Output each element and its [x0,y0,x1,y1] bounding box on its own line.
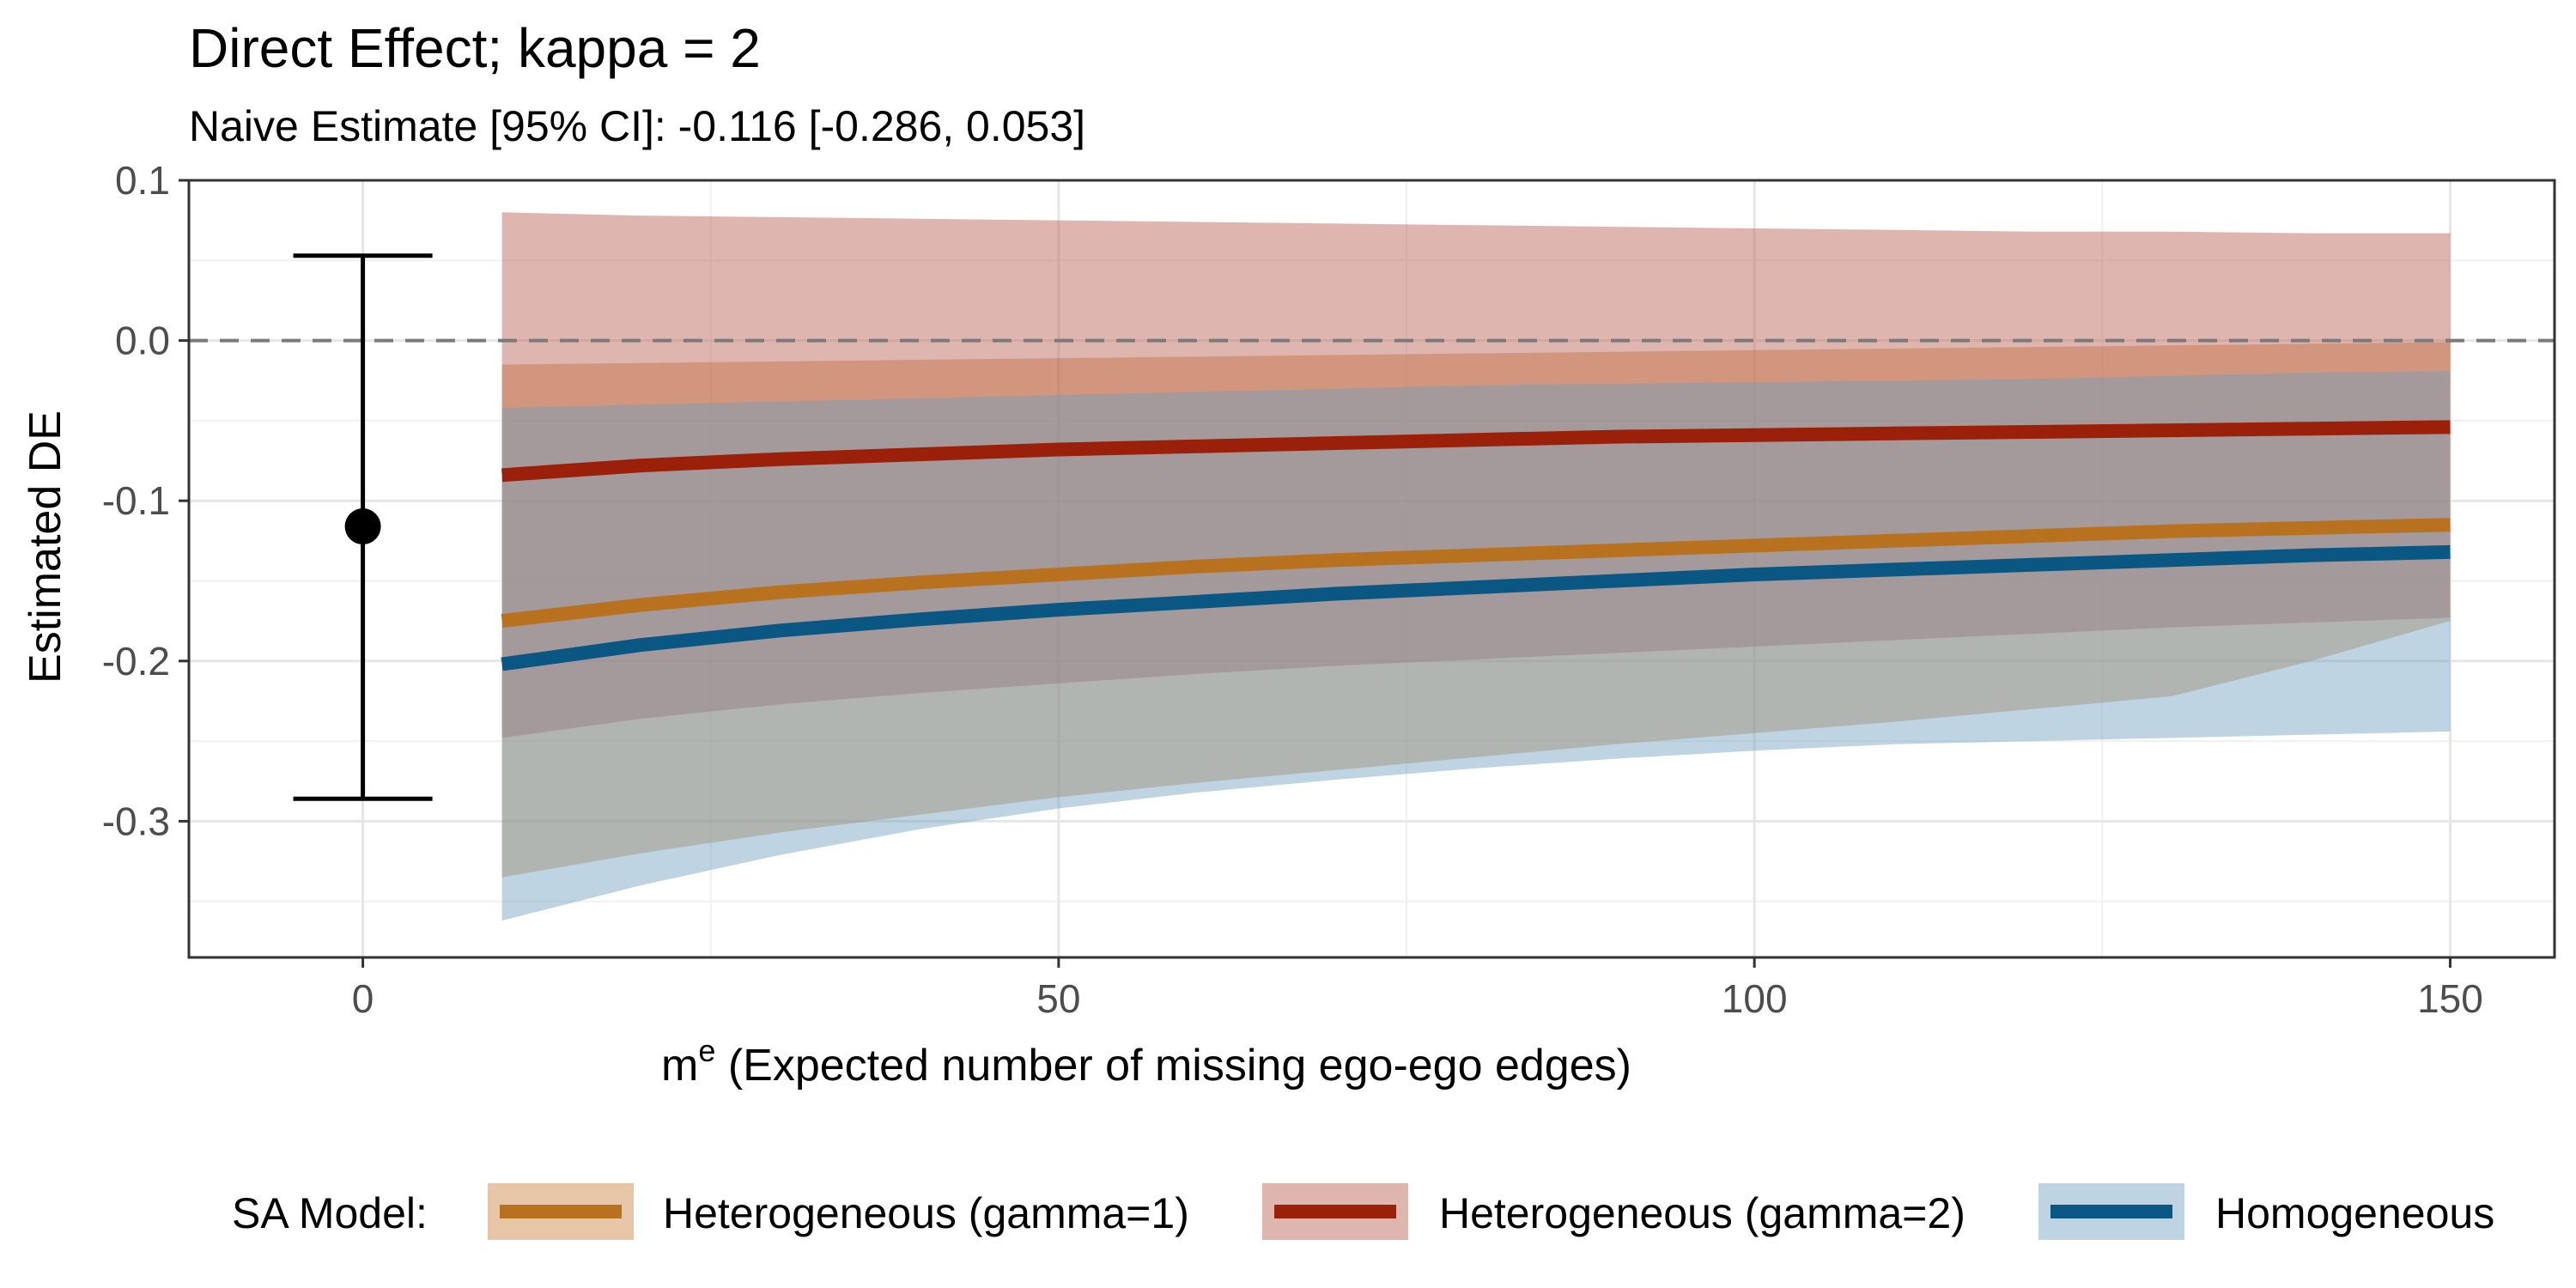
naive-estimate-point [344,508,381,545]
panel-background [189,180,2555,957]
x-tick-label: 50 [1036,976,1080,1021]
legend-label-heterogeneous-gamma-2: Heterogeneous (gamma=2) [1439,1189,1965,1237]
line-homogeneous [501,544,2451,671]
x-axis-title-main: m [661,1041,698,1091]
legend-label-heterogeneous-gamma-1: Heterogeneous (gamma=1) [663,1189,1189,1237]
ribbon-homogeneous [501,371,2451,921]
chart-title: Direct Effect; kappa = 2 [189,17,761,79]
line-heterogeneous-gamma-2 [501,420,2451,483]
x-axis-title: me (Expected number of missing ego-ego e… [661,1033,1631,1091]
x-tick-label: 150 [2417,976,2483,1021]
y-tick-label: -0.2 [102,639,170,683]
chart-subtitle: Naive Estimate [95% CI]: -0.116 [-0.286,… [189,102,1085,150]
x-axis-title-rest: (Expected number of missing ego-ego edge… [715,1041,1631,1091]
legend: SA Model: Heterogeneous (gamma=1) Heterog… [232,1183,2494,1240]
x-axis-title-superscript: e [698,1033,715,1068]
ribbon-heterogeneous-gamma-2 [501,212,2451,738]
x-tick-label: 100 [1722,976,1788,1021]
panel-border [187,179,2556,959]
x-tick-label: 0 [352,976,374,1021]
y-tick-label: -0.1 [102,478,170,523]
ribbon-heterogeneous-gamma-1 [501,342,2451,878]
y-tick-label: 0.0 [115,319,170,363]
y-tick-label: -0.3 [102,799,170,843]
plot-panel [179,179,2556,968]
legend-title: SA Model: [232,1189,428,1237]
y-tick-label: 0.1 [115,158,170,203]
line-heterogeneous-gamma-1 [501,518,2451,629]
y-axis-title: Estimated DE [21,410,70,683]
legend-label-homogeneous: Homogeneous [2215,1189,2494,1237]
